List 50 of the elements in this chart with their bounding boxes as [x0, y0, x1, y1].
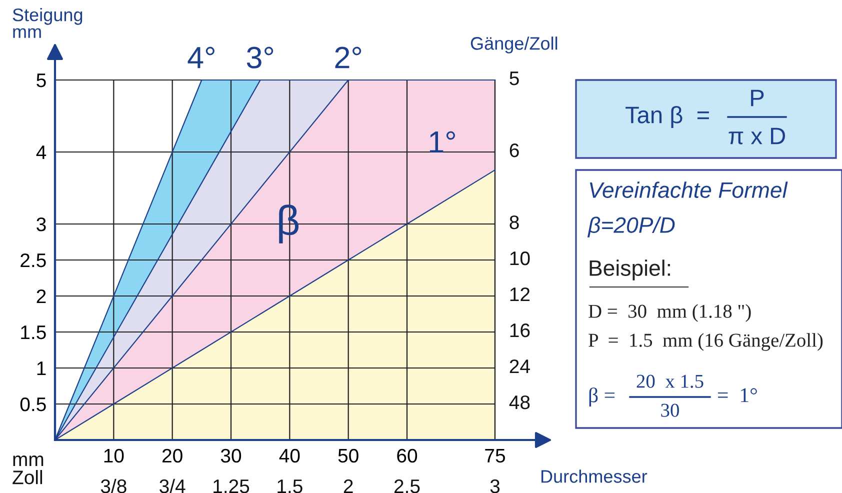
y-tick-label: 5 [36, 74, 46, 88]
y-tick-label: 0.5 [20, 397, 46, 412]
y-tick-label: 4 [36, 146, 46, 160]
text: π x D [728, 128, 786, 144]
text: 16 [510, 323, 530, 338]
text: P [751, 90, 764, 106]
y-tick-label: 2.5 [20, 253, 46, 268]
text: D = 30 mm (1.18 ") [588, 304, 751, 322]
text: β = [589, 387, 615, 407]
text: 8 [510, 215, 519, 230]
text: 10 [510, 251, 530, 266]
text: mm Zoll [12, 456, 44, 484]
y2-axis-title: Gänge/Zoll [470, 36, 558, 54]
x-axis-title: Durchmesser [541, 470, 648, 483]
text: P = 1.5 mm (16 Gänge/Zoll) [588, 333, 823, 351]
text: 3 [490, 479, 500, 493]
text: 30 [661, 404, 679, 417]
y-tick-label: 1.5 [21, 326, 46, 340]
series-label: 2° [335, 46, 362, 68]
x-tick-label: 50 [338, 448, 358, 463]
y-axis-title: Steigung mm [12, 8, 82, 38]
text: Vereinfachte Formel [590, 182, 788, 198]
text: 2 [344, 479, 353, 493]
text: 3/4 [160, 478, 186, 493]
text: 3/8 [100, 478, 126, 493]
text: 1.25 [214, 479, 250, 493]
text: 1.5 [278, 480, 302, 493]
y-tick-label: 2 [36, 289, 46, 304]
text: Beispiel: [590, 260, 670, 280]
text: Tan β = [626, 106, 709, 128]
series-label: 3° [246, 46, 274, 68]
text: 20 x 1.5 [636, 374, 704, 388]
series-label: 4° [188, 46, 214, 68]
text: = 1° [718, 388, 757, 402]
x-tick-label: 30 [220, 448, 242, 463]
text: β=20P/D [587, 216, 675, 238]
x-tick-label: 40 [279, 448, 300, 463]
x-tick-label: 75 [485, 449, 505, 463]
x-tick-label: 60 [397, 448, 418, 463]
y-tick-label: 1 [37, 362, 46, 376]
text: 6 [510, 143, 519, 158]
x-tick-label: 10 [104, 448, 124, 463]
text: 2.5 [394, 479, 420, 493]
text: 48 [509, 395, 530, 410]
y-tick-label: 3 [36, 217, 46, 232]
series-label: 1° [430, 131, 455, 153]
text: 5 [510, 72, 519, 86]
x-tick-label: 20 [162, 448, 182, 463]
text: 12 [510, 287, 530, 302]
text: 24 [510, 359, 530, 374]
